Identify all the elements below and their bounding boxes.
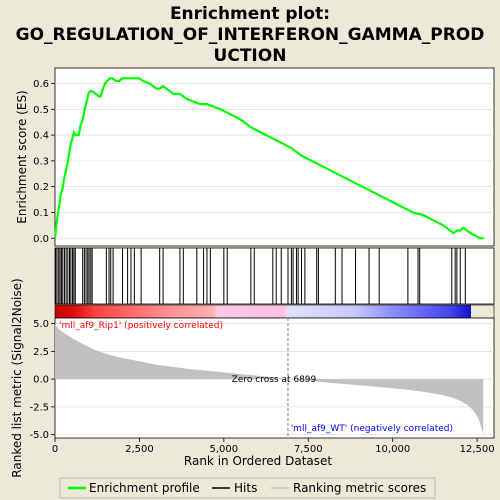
- negative-correlation-label: 'mll_af9_WT' (negatively correlated): [291, 424, 453, 434]
- es-y-axis-label: Enrichment score (ES): [15, 90, 29, 223]
- legend-label-hits: Hits: [234, 481, 257, 495]
- metric-y-axis-label: Ranked list metric (Signal2Noise): [10, 278, 24, 477]
- legend-box: [59, 477, 436, 499]
- metric-x-tick-label: 2,500: [125, 444, 154, 455]
- metric-y-tick-label: -2.5: [29, 402, 49, 413]
- es-y-tick-label: 0.4: [33, 131, 49, 142]
- plot-title-line-1: Enrichment plot:: [170, 4, 330, 24]
- metric-x-axis-label: Rank in Ordered Dataset: [184, 454, 332, 468]
- positive-correlation-label: 'mll_af9_Rip1' (positively correlated): [59, 321, 223, 331]
- plot-title-line-3: UCTION: [214, 46, 287, 66]
- legend-label-enrichment: Enrichment profile: [89, 481, 200, 495]
- hits-panel: [54, 247, 495, 305]
- plot-title-line-2: GO_REGULATION_OF_INTERFERON_GAMMA_PROD: [16, 25, 485, 45]
- es-y-tick-label: 0.2: [33, 182, 49, 193]
- metric-x-tick-label: 0: [52, 444, 58, 455]
- metric-x-ticks: 0 2,500 5,000 7,500 10,000 12,500: [52, 438, 495, 455]
- metric-y-tick-label: -5.0: [29, 430, 49, 441]
- zero-cross-label: Zero cross at 6899: [232, 375, 317, 385]
- es-y-tick-label: 0.1: [33, 208, 49, 219]
- metric-x-tick-label: 7,500: [294, 444, 323, 455]
- es-y-tick-label: 0.5: [33, 105, 49, 116]
- legend: Enrichment profile Hits Ranking metric s…: [59, 477, 436, 499]
- metric-y-tick-label: 2.5: [33, 347, 49, 358]
- metric-y-tick-label: 5.0: [33, 319, 49, 330]
- es-y-ticks: 0.0 0.1 0.2 0.3 0.4 0.5 0.6: [33, 79, 55, 245]
- metric-y-tick-label: 0.0: [33, 375, 49, 386]
- legend-label-ranking: Ranking metric scores: [293, 481, 426, 495]
- enrichment-score-panel: 0.0 0.1 0.2 0.3 0.4 0.5 0.6 Enrichment score (…: [15, 67, 495, 247]
- hits-plot-area: [54, 247, 495, 305]
- es-y-tick-label: 0.6: [33, 79, 49, 90]
- es-y-tick-label: 0.3: [33, 156, 49, 167]
- metric-x-tick-label: 10,000: [375, 444, 410, 455]
- es-grid: [55, 83, 494, 239]
- hits-lines: [55, 248, 466, 304]
- rank-gradient: [55, 305, 471, 318]
- es-plot-area: [54, 67, 495, 247]
- ranked-metric-panel: Zero cross at 6899 'mll_af9_Rip1' (posit…: [10, 278, 495, 477]
- metric-x-tick-label: 12,500: [460, 444, 495, 455]
- metric-y-ticks: 5.0 2.5 0.0 -2.5 -5.0: [29, 319, 55, 441]
- ranked-list-color-bar: [54, 304, 495, 319]
- es-y-tick-label: 0.0: [33, 234, 49, 245]
- ranking-metric-area: [55, 324, 484, 435]
- metric-x-tick-label: 5,000: [210, 444, 239, 455]
- enrichment-profile-line: [53, 77, 484, 240]
